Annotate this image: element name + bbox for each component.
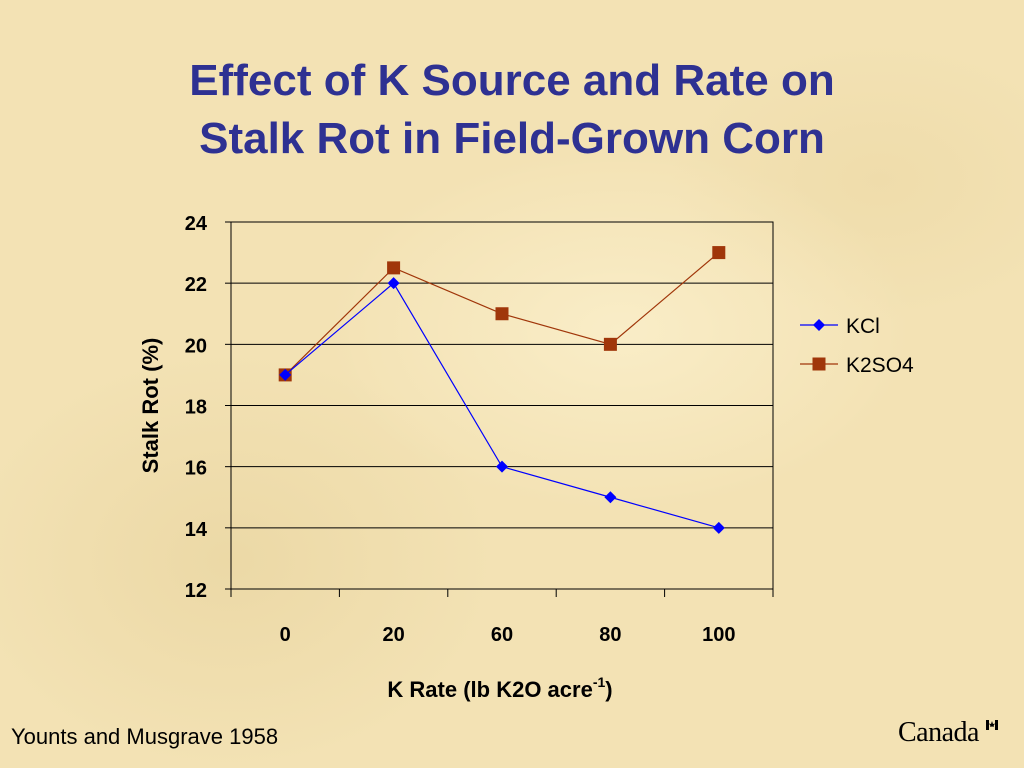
x-axis-label: K Rate (lb K2O acre-1)	[387, 674, 612, 702]
x-axis-label-superscript: -1	[593, 674, 606, 690]
y-tick-label: 24	[185, 213, 208, 235]
data-point-square	[495, 307, 509, 321]
y-axis-label: Stalk Rot (%)	[138, 338, 163, 474]
x-tick-label: 0	[280, 624, 291, 646]
x-tick-label: 80	[599, 624, 621, 646]
y-axis: 12 14 16 18 20 22 24	[185, 213, 231, 602]
data-point-square	[387, 261, 401, 275]
x-tick-label: 20	[382, 624, 404, 646]
y-tick-label: 20	[185, 335, 207, 357]
source-citation: Younts and Musgrave 1958	[11, 724, 279, 749]
title-line-1: Effect of K Source and Rate on	[189, 56, 835, 105]
data-point-diamond	[387, 277, 400, 290]
legend: KCl K2SO4	[800, 315, 914, 377]
x-tick-label: 100	[702, 624, 735, 646]
x-tick-label: 60	[491, 624, 513, 646]
canada-wordmark-logo: Canada	[898, 717, 979, 748]
y-tick-label: 12	[185, 580, 207, 602]
x-axis: 0 20 60 80 100	[230, 589, 774, 646]
y-tick-label: 16	[185, 458, 207, 480]
legend-label: K2SO4	[846, 354, 914, 377]
canada-flag-icon	[986, 720, 998, 730]
data-point-square	[812, 357, 826, 371]
data-point-diamond	[279, 368, 292, 381]
series-layer	[278, 246, 726, 534]
data-point-square	[712, 246, 726, 260]
legend-item: K2SO4	[800, 354, 914, 377]
y-tick-label: 14	[185, 519, 208, 541]
data-point-diamond	[496, 460, 508, 473]
title-line-2: Stalk Rot in Field-Grown Corn	[199, 114, 825, 163]
data-point-square	[603, 337, 617, 351]
slide-title: Effect of K Source and Rate on Stalk Rot…	[0, 52, 1024, 168]
x-axis-label-main: K Rate (lb K2O acre	[387, 677, 592, 702]
data-point-diamond	[604, 491, 617, 504]
series-k2so4	[278, 246, 726, 382]
data-point-diamond	[813, 319, 825, 331]
legend-item: KCl	[800, 315, 880, 338]
x-axis-label-end: )	[605, 677, 612, 702]
y-tick-label: 18	[185, 397, 207, 419]
legend-label: KCl	[846, 315, 880, 338]
series-kcl	[279, 277, 725, 534]
data-point-diamond	[712, 521, 725, 534]
y-tick-label: 22	[185, 274, 207, 296]
